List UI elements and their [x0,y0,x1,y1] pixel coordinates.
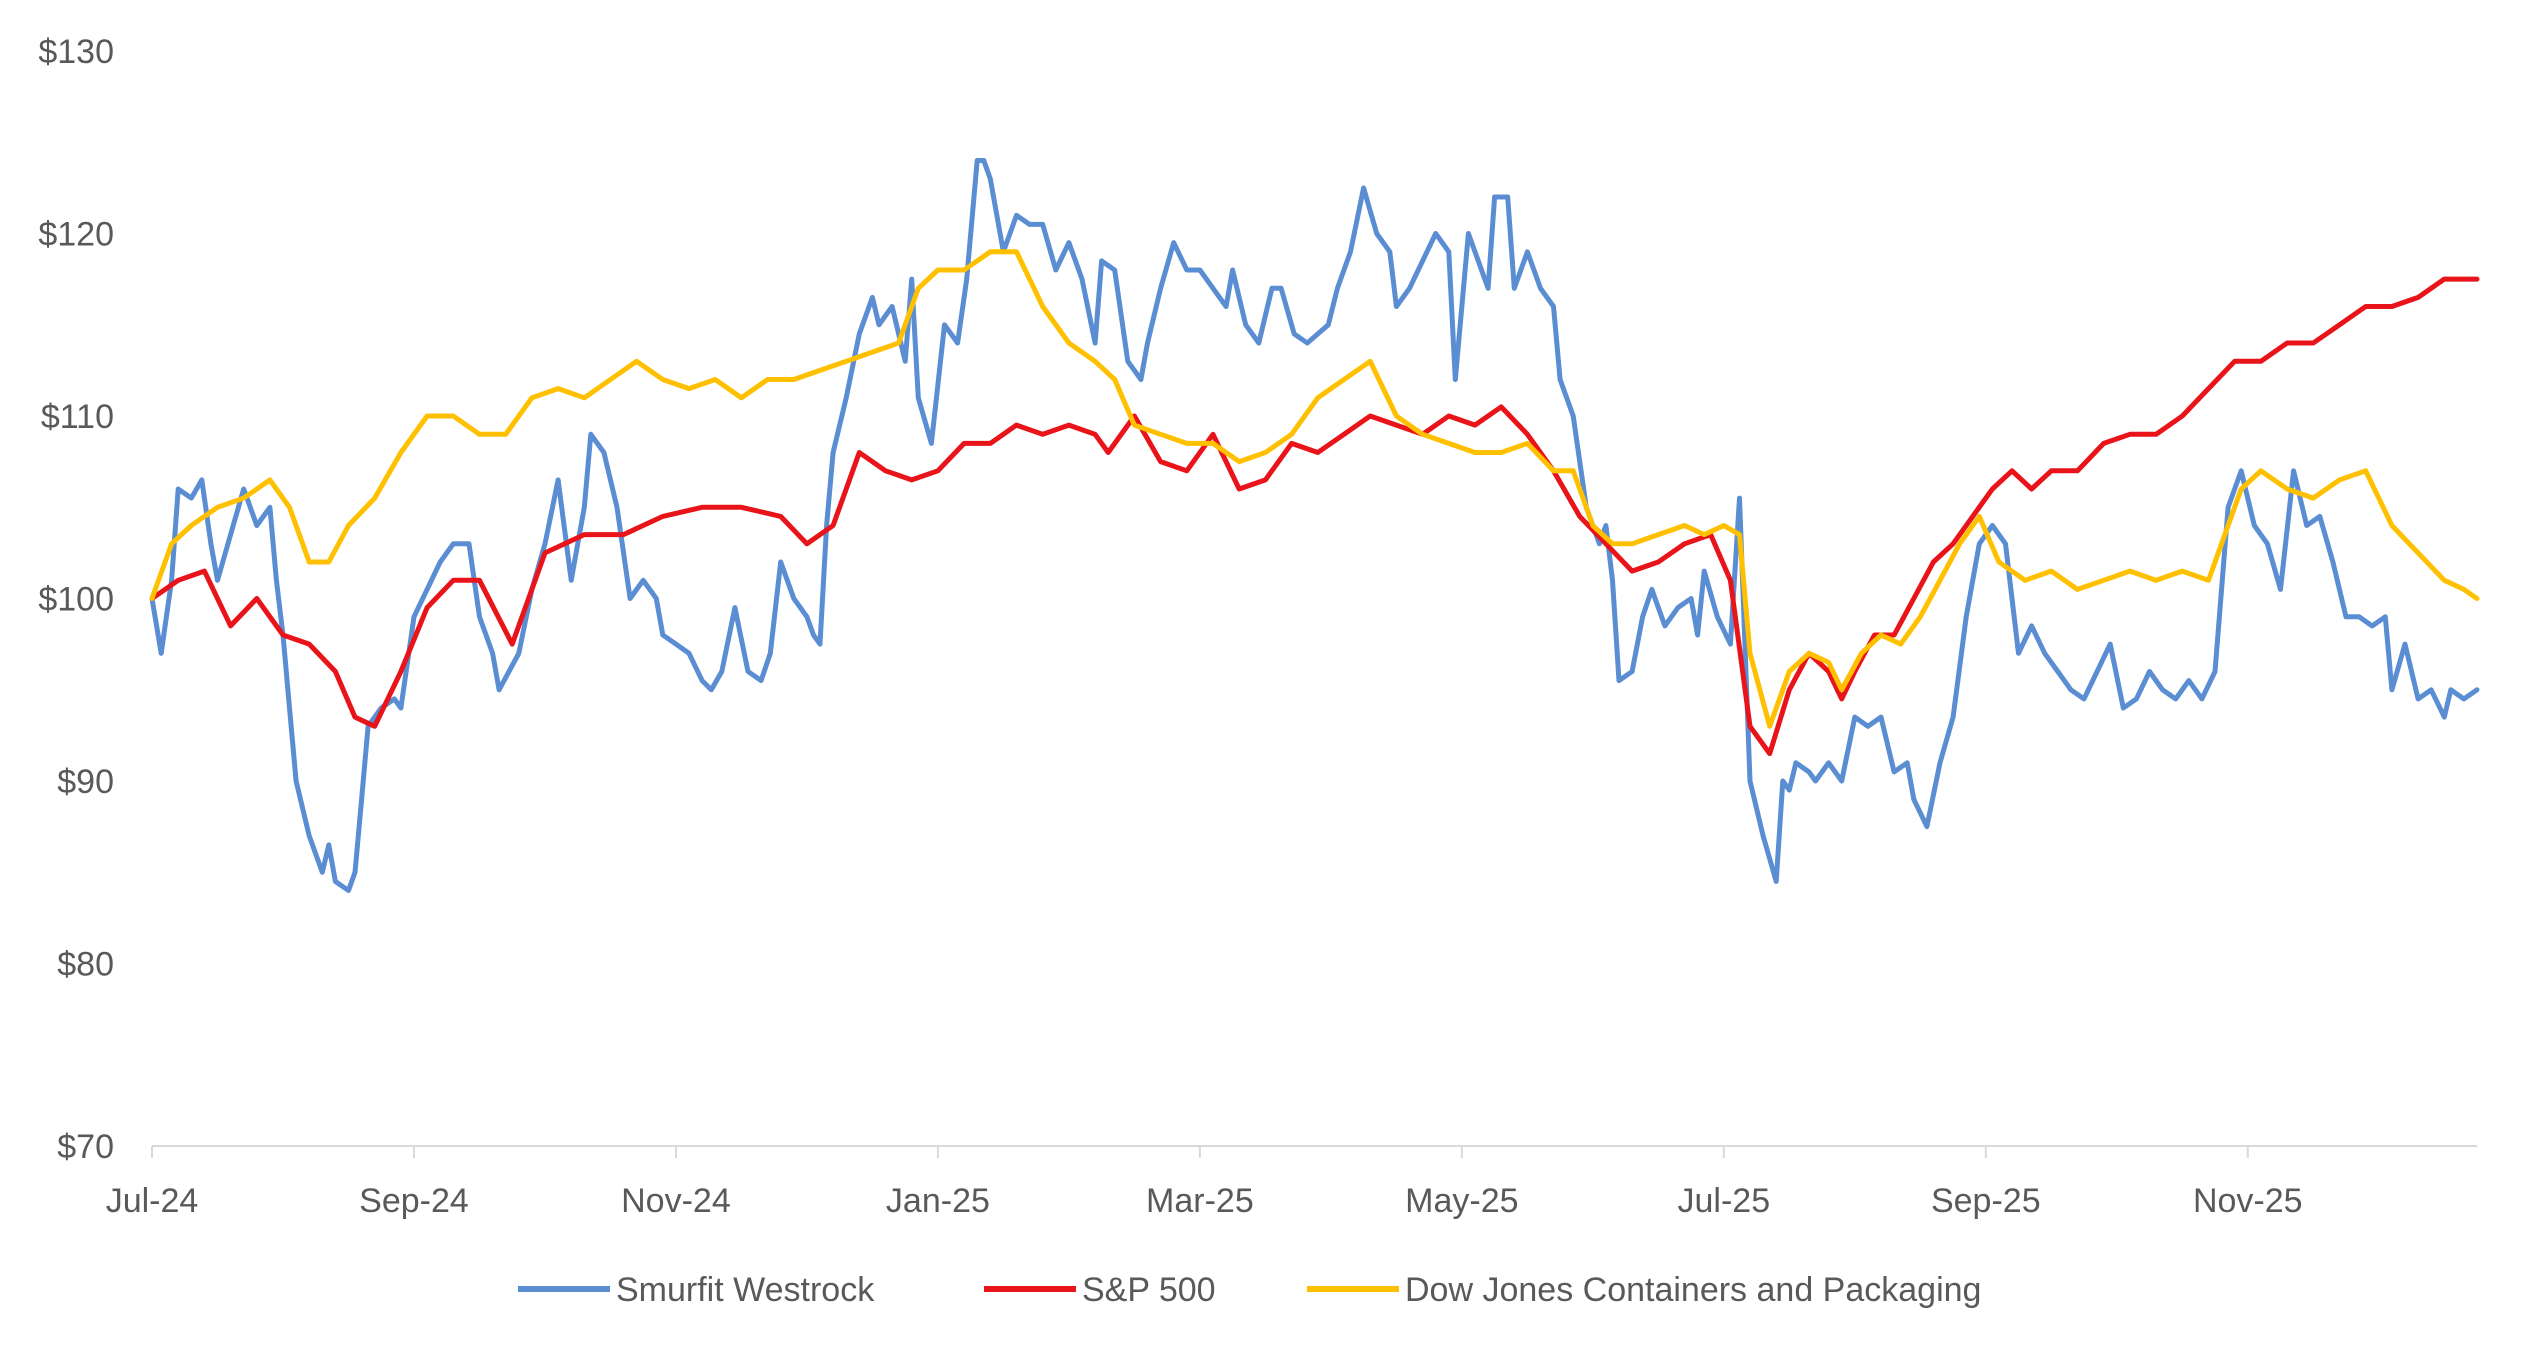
x-tick-label: Mar-25 [1146,1182,1254,1220]
legend-label: Dow Jones Containers and Packaging [1405,1271,1981,1309]
y-tick-label: $120 [38,216,114,254]
y-tick-label: $70 [57,1128,114,1166]
x-tick-label: Sep-25 [1931,1182,2041,1220]
y-tick-label: $90 [57,763,114,801]
x-tick-label: Nov-25 [2193,1182,2303,1220]
x-tick-label: Jul-24 [106,1182,199,1220]
y-tick-label: $80 [57,946,114,984]
x-tick-label: Sep-24 [359,1182,469,1220]
x-tick-label: Nov-24 [621,1182,731,1220]
legend: Smurfit Westrock S&P 500 Dow Jones Contain… [518,1271,1981,1309]
x-tick-label: Jul-25 [1678,1182,1771,1220]
y-tick-label: $110 [41,398,114,436]
series-layer [149,158,2480,893]
y-axis: $70 $80 $90 $100 $110 $120 $130 [38,33,114,1166]
legend-label: S&P 500 [1082,1271,1216,1309]
series-line-3 [149,249,2480,729]
series-line-2 [149,276,2480,757]
x-axis: Jul-24 Sep-24 Nov-24 Jan-25 Mar-25 May-25 Jul-… [106,1145,2477,1220]
x-tick-label: May-25 [1405,1182,1518,1220]
series-line-1 [149,158,2480,893]
x-tick-label: Jan-25 [886,1182,990,1220]
y-tick-label: $130 [38,33,114,71]
legend-label: Smurfit Westrock [616,1271,875,1309]
y-tick-label: $100 [38,581,114,619]
